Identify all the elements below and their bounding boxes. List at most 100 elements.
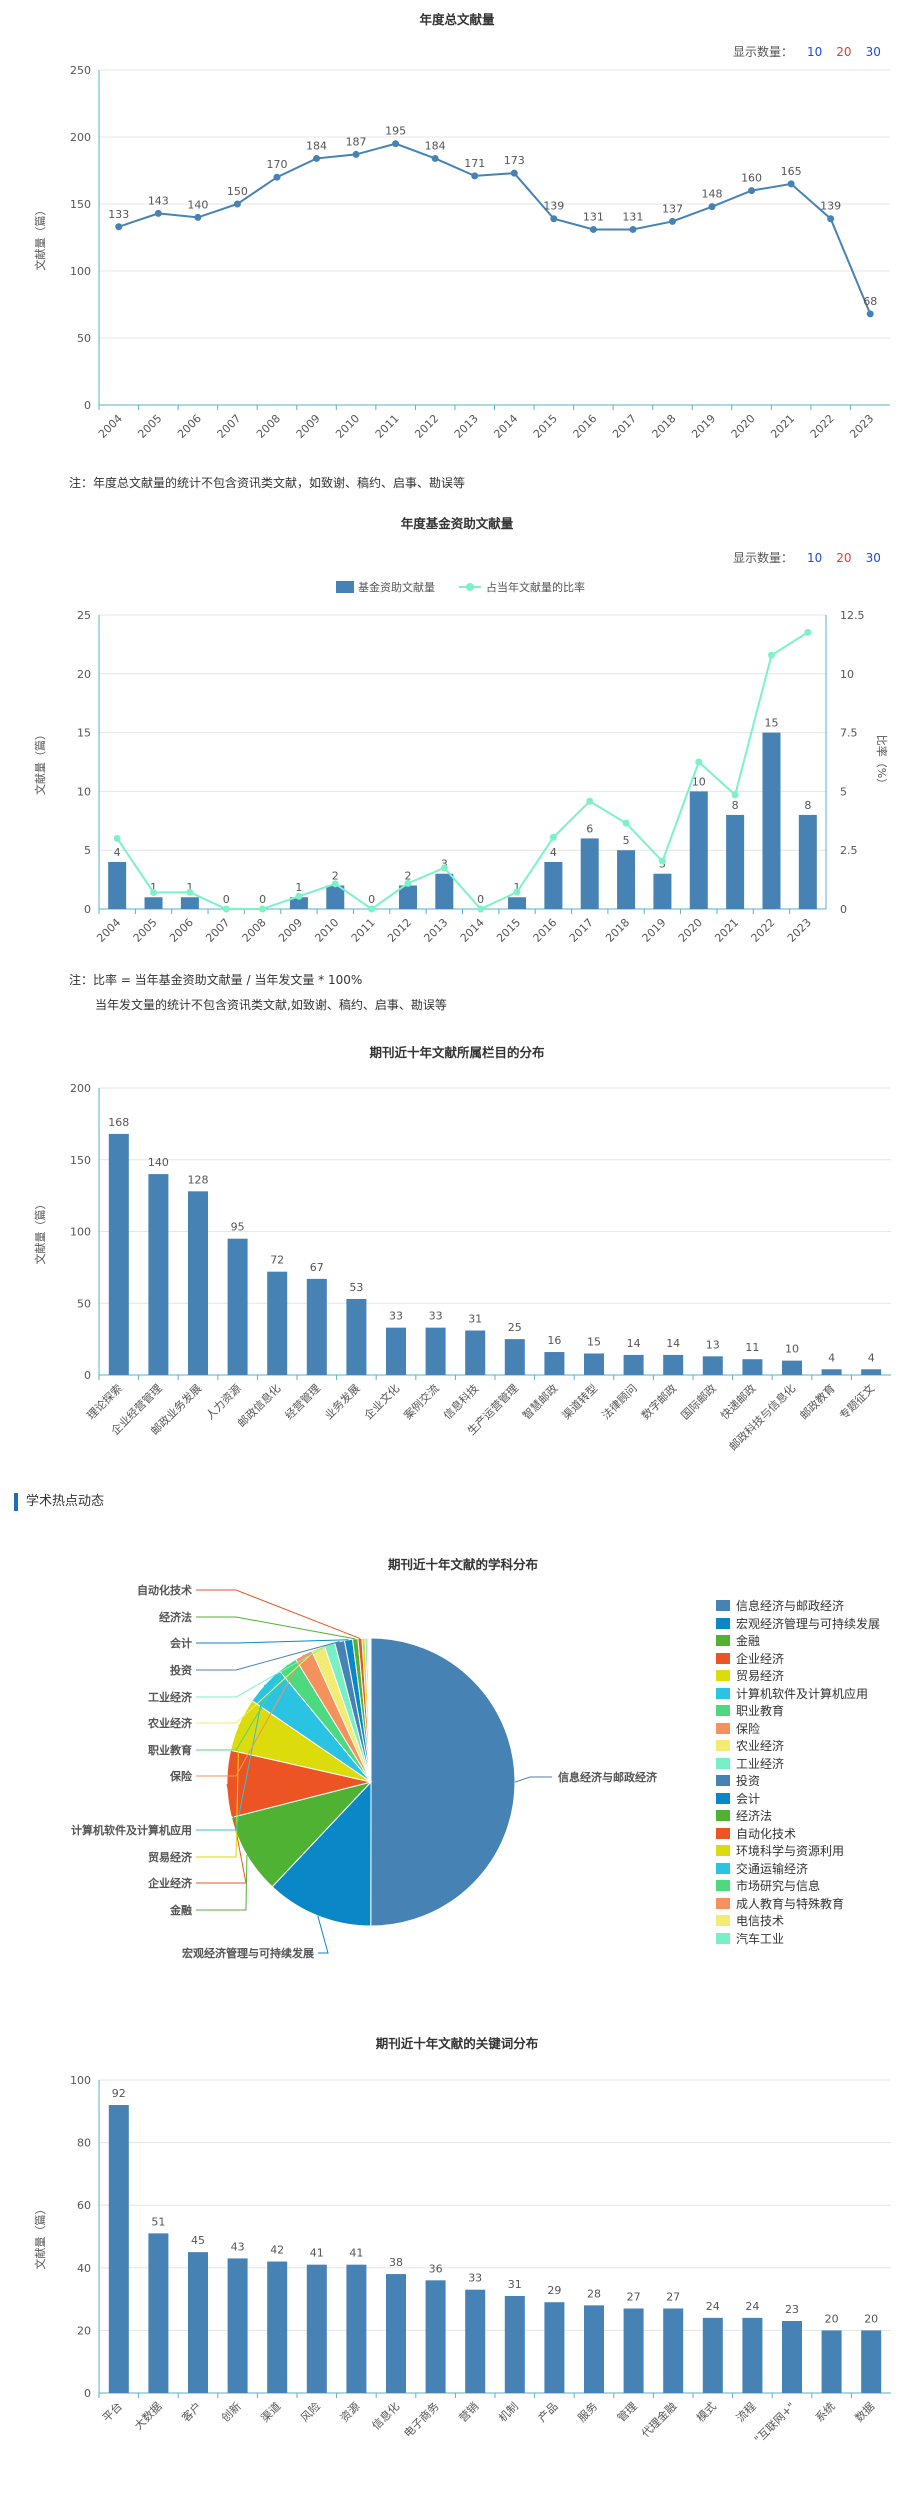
keyword-bar bbox=[663, 2308, 684, 2393]
subject-legend-item[interactable]: 宏观经济管理与可持续发展 bbox=[716, 1616, 880, 1634]
fund-data-label: 10 bbox=[692, 775, 706, 788]
keyword-data-label: 23 bbox=[785, 2303, 799, 2316]
column-bar bbox=[663, 1354, 684, 1375]
fund-bar bbox=[180, 897, 199, 909]
subject-legend-item[interactable]: 投资 bbox=[716, 1773, 880, 1791]
fund-data-label: 5 bbox=[623, 834, 630, 847]
keyword-x-tick: 产品 bbox=[535, 2399, 560, 2424]
subject-legend-item[interactable]: 金融 bbox=[716, 1633, 880, 1651]
keyword-bar bbox=[148, 2233, 169, 2393]
column-x-tick: 邮政教育 bbox=[797, 1381, 838, 1422]
annual-x-tick: 2006 bbox=[175, 412, 204, 441]
keyword-y-label: 文献量（篇） bbox=[33, 2204, 47, 2270]
subject-legend-swatch bbox=[716, 1792, 730, 1804]
display-count-label: 显示数量： bbox=[733, 551, 794, 565]
fund-y-tick: 0 bbox=[84, 903, 91, 916]
subject-legend-item[interactable]: 信息经济与邮政经济 bbox=[716, 1598, 880, 1616]
fund-legend-bar-label: 基金资助文献量 bbox=[358, 580, 435, 594]
count-option-20[interactable]: 20 bbox=[836, 551, 852, 565]
keyword-data-label: 31 bbox=[508, 2278, 522, 2291]
fund-x-tick: 2021 bbox=[712, 916, 741, 945]
subject-legend-item[interactable]: 职业教育 bbox=[716, 1703, 880, 1721]
fund-data-label: 6 bbox=[586, 822, 593, 835]
count-option-10[interactable]: 10 bbox=[807, 551, 823, 565]
subject-legend-item[interactable]: 自动化技术 bbox=[716, 1826, 880, 1844]
subject-legend-item[interactable]: 电信技术 bbox=[716, 1913, 880, 1931]
column-bar bbox=[623, 1354, 644, 1375]
subject-legend-item[interactable]: 会计 bbox=[716, 1791, 880, 1809]
column-bar bbox=[108, 1133, 129, 1375]
annual-y-tick: 200 bbox=[70, 131, 91, 144]
column-data-label: 168 bbox=[108, 1116, 129, 1129]
column-y-tick: 150 bbox=[70, 1154, 91, 1167]
subject-legend-swatch bbox=[716, 1827, 730, 1839]
subject-legend-item[interactable]: 企业经济 bbox=[716, 1651, 880, 1669]
subject-callout-line bbox=[196, 1684, 266, 1831]
fund-data-label: 1 bbox=[186, 881, 193, 894]
count-option-10[interactable]: 10 bbox=[807, 45, 823, 59]
keyword-x-tick: 客户 bbox=[179, 2399, 204, 2424]
subject-pie-slice bbox=[230, 1781, 373, 1888]
annual-x-tick: 2015 bbox=[531, 412, 560, 441]
subject-legend-item[interactable]: 市场研究与信息 bbox=[716, 1878, 880, 1896]
column-data-label: 11 bbox=[745, 1341, 759, 1354]
subject-legend-item[interactable]: 交通运输经济 bbox=[716, 1861, 880, 1879]
fund-ratio-point bbox=[331, 880, 339, 888]
subject-legend-item[interactable]: 汽车工业 bbox=[716, 1931, 880, 1949]
fund-note-2: 当年发文量的统计不包含资讯类文献,如致谢、稿约、启事、勘误等 bbox=[95, 998, 447, 1012]
annual-x-tick: 2014 bbox=[491, 412, 520, 441]
subject-legend-item[interactable]: 经济法 bbox=[716, 1808, 880, 1826]
annual-point bbox=[629, 225, 637, 233]
keyword-data-label: 33 bbox=[468, 2272, 482, 2285]
subject-legend-label: 交通运输经济 bbox=[736, 1861, 809, 1876]
subject-legend-item[interactable]: 环境科学与资源利用 bbox=[716, 1843, 880, 1861]
subject-callout-label: 宏观经济管理与可持续发展 bbox=[182, 1946, 315, 1960]
keyword-data-label: 41 bbox=[349, 2247, 363, 2260]
fund-bar bbox=[326, 885, 345, 909]
annual-point bbox=[550, 215, 558, 223]
keyword-x-tick: 代理金融 bbox=[638, 2399, 679, 2440]
column-data-label: 140 bbox=[148, 1156, 169, 1169]
keyword-x-tick: 资源 bbox=[337, 2399, 362, 2424]
annual-point bbox=[787, 180, 795, 188]
fund-bar bbox=[108, 861, 127, 909]
fund-ratio-point bbox=[222, 905, 230, 913]
subject-legend-label: 成人教育与特殊教育 bbox=[736, 1896, 845, 1911]
annual-note: 注：年度总文献量的统计不包含资讯类文献，如致谢、稿约、启事、勘误等 bbox=[69, 476, 466, 490]
column-bar bbox=[544, 1352, 565, 1375]
keyword-data-label: 43 bbox=[231, 2240, 245, 2253]
fund-ratio-point bbox=[368, 905, 376, 913]
annual-x-tick: 2017 bbox=[610, 412, 639, 441]
annual-point bbox=[431, 154, 439, 162]
annual-x-tick: 2011 bbox=[373, 412, 402, 441]
annual-y-tick: 0 bbox=[84, 399, 91, 412]
subject-legend-item[interactable]: 工业经济 bbox=[716, 1756, 880, 1774]
keyword-x-tick: 数据 bbox=[852, 2399, 877, 2424]
column-x-tick: 信息科技 bbox=[440, 1381, 481, 1422]
fund-bar bbox=[762, 732, 781, 909]
keyword-data-label: 24 bbox=[745, 2300, 759, 2313]
annual-x-tick: 2018 bbox=[650, 412, 679, 441]
count-option-30[interactable]: 30 bbox=[865, 45, 881, 59]
subject-legend-item[interactable]: 计算机软件及计算机应用 bbox=[716, 1686, 880, 1704]
fund-y2-tick: 2.5 bbox=[840, 844, 858, 857]
column-x-tick: 案例交流 bbox=[401, 1381, 442, 1422]
column-data-label: 4 bbox=[828, 1351, 835, 1364]
subject-legend-item[interactable]: 贸易经济 bbox=[716, 1668, 880, 1686]
fund-x-tick: 2020 bbox=[676, 916, 705, 945]
subject-legend-item[interactable]: 农业经济 bbox=[716, 1738, 880, 1756]
subject-legend-item[interactable]: 保险 bbox=[716, 1721, 880, 1739]
section-title: 学术热点动态 bbox=[14, 1493, 104, 1511]
count-option-30[interactable]: 30 bbox=[865, 551, 881, 565]
count-option-20[interactable]: 20 bbox=[836, 45, 852, 59]
subject-legend-item[interactable]: 成人教育与特殊教育 bbox=[716, 1896, 880, 1914]
subject-pie-slice bbox=[370, 1637, 516, 1927]
keyword-bar bbox=[742, 2317, 763, 2393]
keyword-chart-title: 期刊近十年文献的关键词分布 bbox=[376, 2036, 539, 2051]
column-x-tick: 快递邮政 bbox=[718, 1381, 759, 1422]
annual-data-label: 165 bbox=[781, 165, 802, 178]
column-y-tick: 0 bbox=[84, 1369, 91, 1382]
fund-bar bbox=[617, 850, 636, 909]
fund-data-label: 8 bbox=[804, 799, 811, 812]
